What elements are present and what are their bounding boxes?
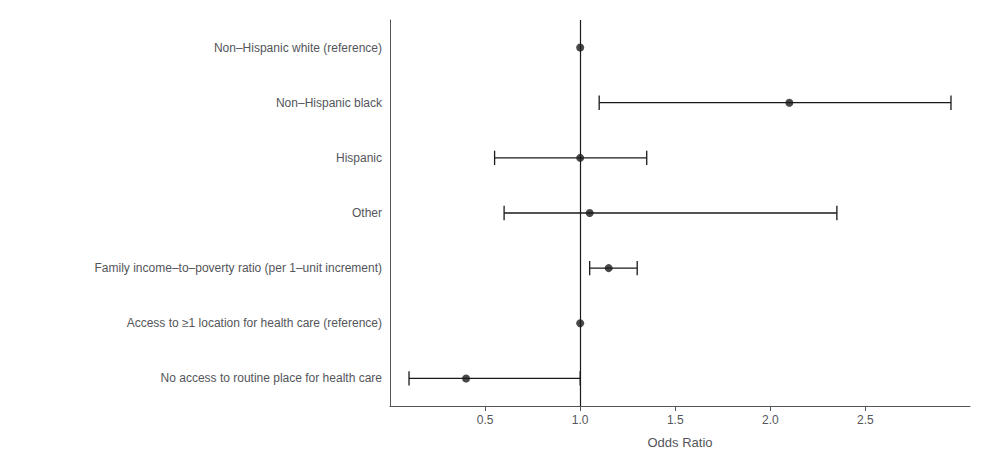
svg-text:0.5: 0.5 [477, 413, 494, 427]
svg-text:No access to routine place for: No access to routine place for health ca… [161, 371, 383, 385]
svg-text:Access to ≥1 location for heal: Access to ≥1 location for health care (r… [127, 316, 382, 330]
svg-text:Non–Hispanic white (reference): Non–Hispanic white (reference) [214, 41, 382, 55]
svg-text:Family income–to–poverty ratio: Family income–to–poverty ratio (per 1–un… [95, 261, 382, 275]
svg-text:Odds Ratio: Odds Ratio [647, 435, 712, 450]
svg-text:2.5: 2.5 [857, 413, 874, 427]
svg-text:Non–Hispanic black: Non–Hispanic black [276, 96, 383, 110]
svg-text:2.0: 2.0 [762, 413, 779, 427]
svg-text:Other: Other [352, 206, 382, 220]
svg-text:Hispanic: Hispanic [336, 151, 382, 165]
svg-text:1.0: 1.0 [572, 413, 589, 427]
svg-text:1.5: 1.5 [667, 413, 684, 427]
